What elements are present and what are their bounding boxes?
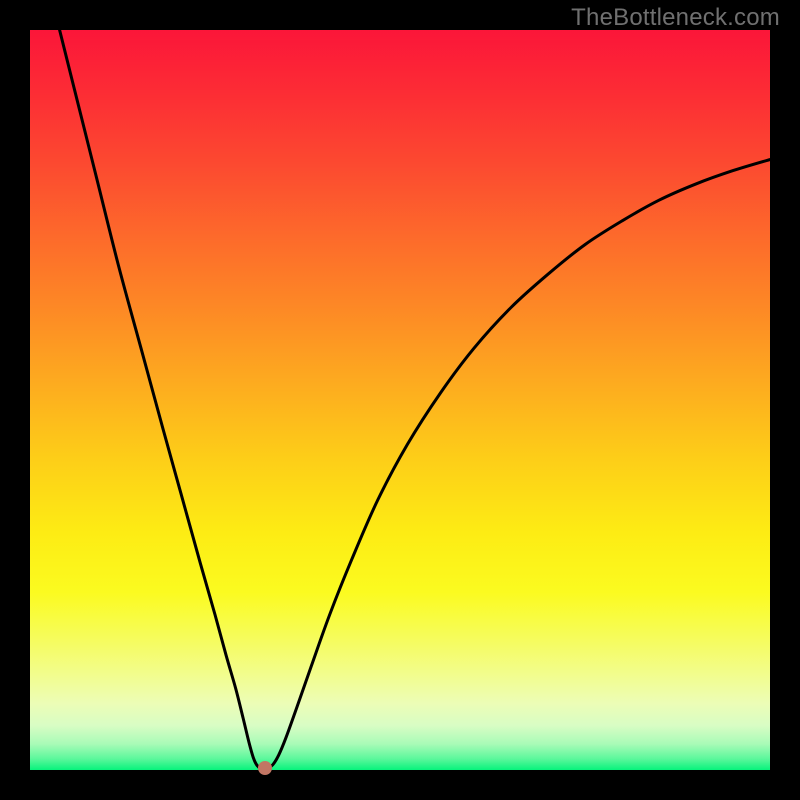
watermark-label: TheBottleneck.com	[571, 4, 780, 32]
optimal-point-marker	[258, 761, 272, 775]
curve-layer	[30, 30, 770, 770]
bottleneck-curve	[60, 30, 770, 769]
chart-stage: TheBottleneck.com	[0, 0, 800, 800]
plot-area	[30, 30, 770, 770]
